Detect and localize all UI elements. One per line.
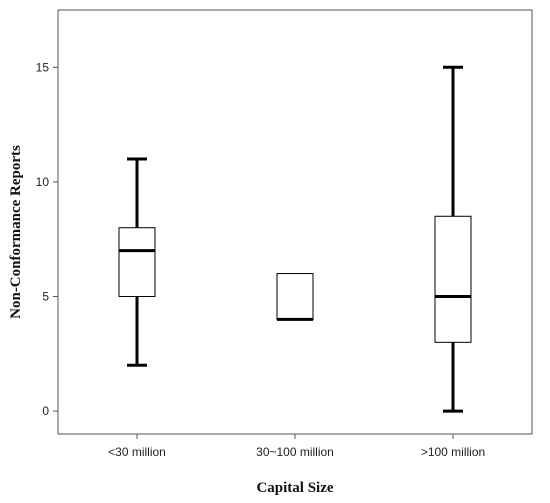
x-tick-label: 30~100 million	[256, 445, 334, 459]
y-axis-title: Non-Conformance Reports	[8, 145, 24, 319]
y-tick-label: 15	[36, 60, 50, 74]
box-iqr	[118, 227, 156, 297]
box-group	[434, 65, 472, 413]
box-group	[118, 157, 156, 367]
box-series	[118, 65, 472, 413]
x-tick-label: <30 million	[108, 445, 166, 459]
y-tick-label: 5	[42, 289, 49, 303]
y-tick-label: 0	[42, 404, 49, 418]
y-tick-label: 10	[36, 175, 50, 189]
x-axis: <30 million 30~100 million >100 million	[108, 434, 485, 459]
y-axis: 0 5 10 15	[36, 60, 58, 418]
box-iqr	[276, 273, 314, 320]
box-iqr	[434, 215, 472, 343]
x-axis-title: Capital Size	[256, 480, 333, 496]
x-tick-label: >100 million	[421, 445, 485, 459]
box-group	[276, 273, 314, 321]
